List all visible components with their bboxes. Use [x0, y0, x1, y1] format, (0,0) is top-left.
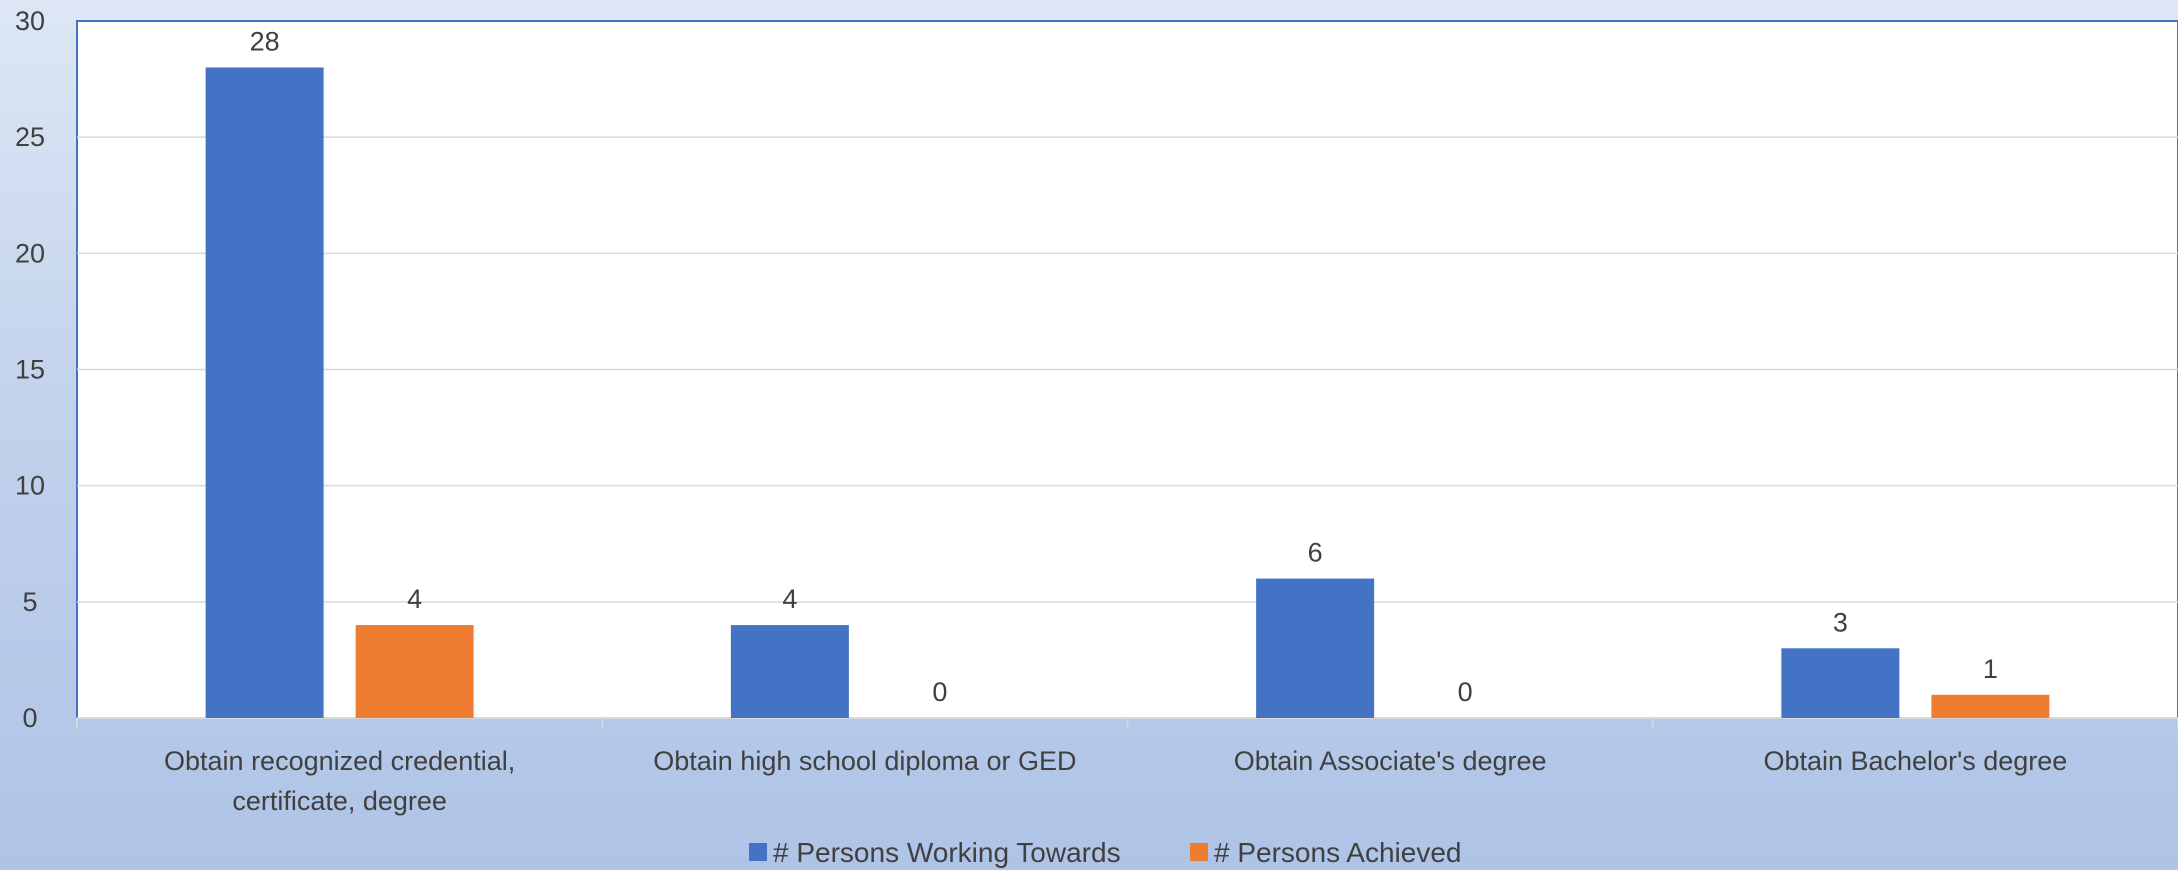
gridlines	[77, 136, 2178, 603]
bar	[1931, 694, 2050, 718]
bar	[355, 625, 474, 718]
y-tick-label: 30	[15, 6, 45, 36]
y-axis-tick-labels: 0 5 10 15 20 25 30	[15, 6, 45, 733]
legend-swatch	[1190, 843, 1208, 861]
legend: # Persons Working Towards # Persons Achie…	[749, 837, 1462, 868]
data-label: 0	[932, 677, 947, 707]
category-label: Obtain Associate's degree	[1234, 746, 1547, 776]
category-labels: Obtain recognized credential, certificate…	[164, 746, 2067, 816]
category-label: Obtain high school diploma or GED	[653, 746, 1076, 776]
data-labels: 28 4 6 3 4 0 0 1	[250, 26, 1998, 707]
bar	[1256, 578, 1375, 718]
data-label: 28	[250, 26, 280, 56]
x-axis-tick-marks	[76, 718, 2178, 727]
bar	[1781, 648, 1900, 718]
data-label: 4	[782, 584, 797, 614]
data-label: 6	[1308, 538, 1323, 568]
data-label: 0	[1458, 677, 1473, 707]
y-tick-label: 15	[15, 355, 45, 385]
y-tick-label: 10	[15, 471, 45, 501]
y-tick-label: 20	[15, 238, 45, 268]
category-label: Obtain Bachelor's degree	[1763, 746, 2067, 776]
y-tick-label: 0	[22, 703, 37, 733]
data-label: 3	[1833, 607, 1848, 637]
category-label: Obtain recognized credential,	[164, 746, 515, 776]
y-tick-label: 25	[15, 122, 45, 152]
data-label: 4	[407, 584, 422, 614]
bar	[730, 625, 849, 718]
legend-swatch	[749, 843, 767, 861]
bar	[205, 67, 324, 718]
legend-label: # Persons Working Towards	[773, 837, 1121, 868]
category-label: certificate, degree	[232, 786, 447, 816]
y-tick-label: 5	[22, 587, 37, 617]
data-label: 1	[1983, 654, 1998, 684]
legend-label: # Persons Achieved	[1214, 837, 1462, 868]
bars	[205, 67, 2050, 718]
